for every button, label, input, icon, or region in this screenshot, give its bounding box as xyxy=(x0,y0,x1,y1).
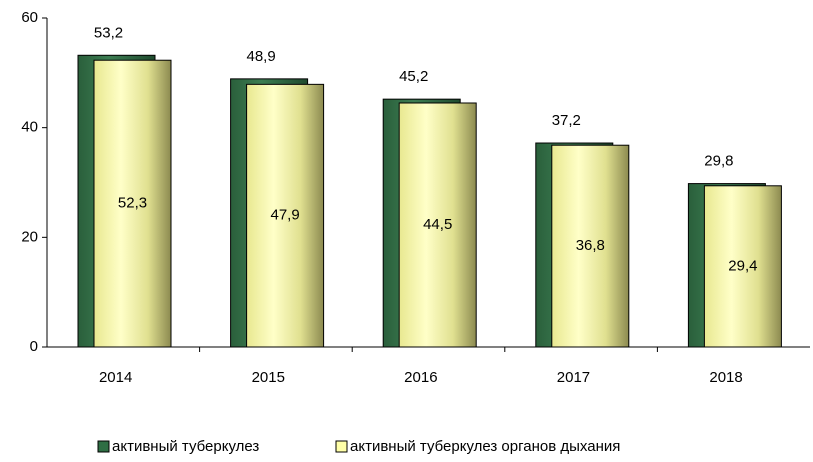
legend-label: активный туберкулез органов дыхания xyxy=(350,438,620,455)
x-tick-label: 2016 xyxy=(404,369,437,386)
bar xyxy=(398,102,477,348)
x-tick-label: 2014 xyxy=(99,369,132,386)
y-tick-label: 0 xyxy=(30,338,38,355)
data-label: 52,3 xyxy=(118,195,147,212)
legend-swatch xyxy=(97,440,110,453)
data-label: 36,8 xyxy=(576,237,605,254)
x-tick-label: 2017 xyxy=(557,369,590,386)
data-label: 29,4 xyxy=(728,257,757,274)
bar xyxy=(703,185,782,348)
data-label: 45,2 xyxy=(399,68,428,85)
data-label: 53,2 xyxy=(94,24,123,41)
data-label: 29,8 xyxy=(704,153,733,170)
y-tick-label: 20 xyxy=(21,228,38,245)
x-tick-label: 2018 xyxy=(709,369,742,386)
legend-swatch xyxy=(335,440,348,453)
data-label: 44,5 xyxy=(423,216,452,233)
data-label: 48,9 xyxy=(246,48,275,65)
data-label: 47,9 xyxy=(270,207,299,224)
bar xyxy=(551,144,630,348)
y-tick-label: 40 xyxy=(21,119,38,136)
y-tick-label: 60 xyxy=(21,9,38,26)
legend-label: активный туберкулез xyxy=(112,438,259,455)
bar xyxy=(246,83,325,348)
bar xyxy=(93,59,172,348)
x-tick-label: 2015 xyxy=(252,369,285,386)
data-label: 37,2 xyxy=(552,112,581,129)
